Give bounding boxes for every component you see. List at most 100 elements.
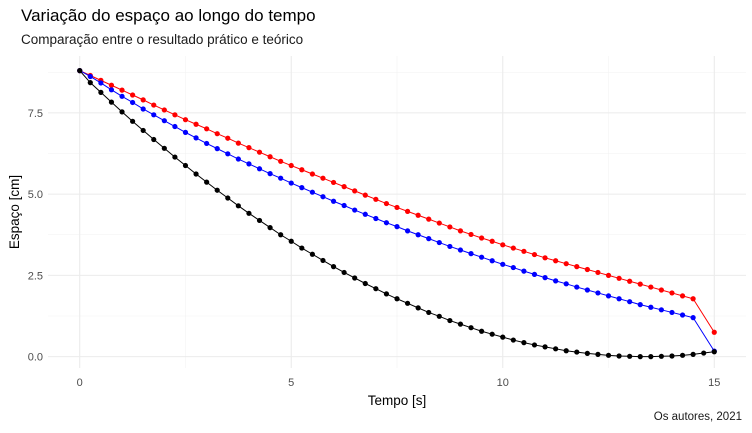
data-point [151,102,157,108]
data-point [605,352,612,358]
data-point [531,342,538,348]
data-point [394,296,400,302]
data-point [256,217,263,224]
data-point [553,278,559,284]
data-point [500,242,506,248]
major-grid [48,56,746,368]
data-point [563,281,569,287]
data-point [616,353,622,359]
data-point [479,328,485,334]
data-point [309,171,315,177]
data-point [447,317,453,324]
data-point [521,268,527,274]
data-point [130,99,136,106]
data-point [415,232,421,238]
data-point [669,353,675,359]
data-point [690,351,696,357]
data-point [542,275,548,281]
data-point [373,286,379,292]
data-point [553,346,559,352]
data-point [394,204,400,211]
data-point [130,118,136,124]
data-point [711,329,717,335]
chart-title: Variação do espaço ao longo do tempo [21,6,316,25]
series-layer [77,68,717,360]
data-point [172,112,178,118]
data-point [172,154,178,160]
data-point [235,156,241,162]
data-point [204,179,210,185]
data-point [330,198,337,204]
x-tick-label: 15 [708,377,720,389]
data-point [119,109,125,115]
data-point [161,107,167,113]
data-point [584,266,590,273]
data-point [669,290,675,296]
data-point [77,68,83,74]
data-point [193,135,199,141]
data-point [214,187,220,193]
data-point [140,97,146,103]
data-point [489,238,495,244]
data-point [383,220,390,226]
data-point [204,126,210,132]
data-point [182,117,189,123]
data-point [679,312,686,318]
data-point [521,340,527,346]
data-point [531,271,538,277]
data-point [182,162,189,169]
data-point [584,350,590,356]
data-point [436,239,442,246]
data-point [352,275,358,281]
data-point [436,313,442,319]
data-point [373,196,379,202]
y-tick-label: 0.0 [28,352,43,364]
data-point [436,220,442,226]
data-point [278,175,284,181]
data-point [246,161,252,167]
data-point [415,305,421,311]
data-point [225,151,231,157]
data-point [605,293,612,299]
data-point [246,210,252,216]
data-point [161,145,167,151]
data-point [574,349,580,355]
data-point [362,280,368,287]
data-point [479,235,485,241]
data-point [373,215,379,222]
data-point [595,269,601,276]
data-point [362,211,368,217]
data-point [658,353,664,359]
data-point [235,203,241,209]
data-point [637,302,643,308]
data-point [394,224,400,230]
data-point [627,299,633,305]
data-point [151,112,157,118]
data-point [341,184,347,190]
data-point [457,321,464,327]
data-point [320,194,326,200]
data-point [299,185,305,191]
data-point [87,73,93,80]
data-point [679,293,686,299]
data-point [447,224,453,230]
x-tick-label: 0 [77,377,83,389]
data-point [214,131,220,137]
data-point [563,261,569,267]
data-point [182,129,189,135]
data-point [352,188,358,194]
data-point [130,92,136,98]
chart-caption: Os autores, 2021 [653,411,742,423]
data-point [267,154,273,160]
data-point [267,225,273,231]
data-point [584,287,590,293]
data-point [246,145,252,151]
y-axis-title: Espaço [cm] [7,175,22,249]
data-point [627,278,633,284]
data-point [278,232,284,238]
data-point [690,296,696,302]
data-point [521,248,527,254]
data-point [108,87,115,93]
data-point [711,349,717,355]
